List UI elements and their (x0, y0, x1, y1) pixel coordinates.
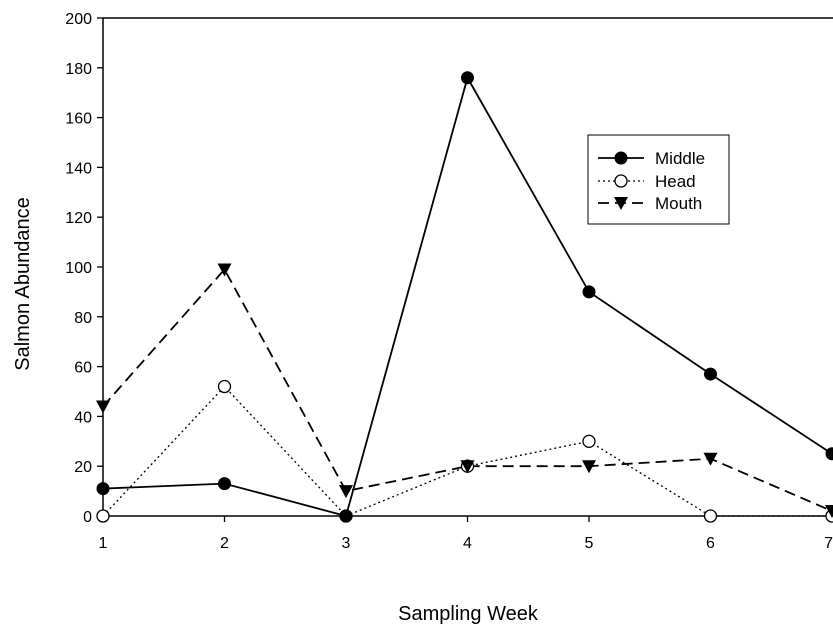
legend: Middle Head Mouth (587, 134, 730, 225)
x-tick-label: 7 (824, 535, 833, 552)
y-tick-label: 80 (74, 310, 92, 327)
y-tick-label: 120 (65, 210, 92, 227)
series-line-mouth (102, 267, 833, 512)
x-tick-label: 4 (463, 535, 472, 552)
series-line-head (102, 385, 832, 517)
y-tick-label: 40 (74, 409, 92, 426)
data-point-head (582, 434, 596, 448)
data-point-head (217, 379, 232, 394)
data-point-mouth (96, 400, 110, 414)
legend-marker-head (614, 174, 628, 188)
legend-label-head: Head (655, 172, 696, 191)
data-point-mouth (217, 263, 232, 277)
data-point-head (703, 509, 718, 523)
axes (102, 17, 833, 517)
axis-ticks: 0 20 40 60 80 100 120 140 160 180 200 1 2 3 4 5 6 7 (65, 11, 833, 552)
y-tick-label: 100 (65, 260, 92, 277)
data-point-middle (461, 71, 474, 85)
data-point-middle (582, 285, 596, 299)
x-tick-label: 6 (706, 535, 715, 552)
x-tick-label: 2 (220, 535, 229, 552)
data-point-mouth (339, 485, 353, 499)
legend-marker-mouth (614, 197, 628, 210)
x-axis-title: Sampling Week (398, 603, 539, 625)
y-axis-title: Salmon Abundance (12, 197, 34, 370)
x-tick-label: 3 (342, 535, 351, 552)
data-point-mouth (825, 505, 833, 519)
data-point-mouth (460, 460, 475, 474)
data-point-middle (339, 509, 353, 523)
y-tick-label: 20 (74, 459, 92, 476)
y-tick-label: 160 (65, 111, 92, 128)
data-point-middle (96, 482, 110, 496)
data-point-mouth (582, 460, 596, 474)
x-tick-label: 1 (99, 535, 108, 552)
data-point-middle (825, 447, 833, 461)
legend-label-middle: Middle (655, 149, 705, 168)
data-point-middle (704, 367, 717, 381)
y-tick-label: 0 (83, 509, 92, 526)
y-tick-label: 200 (65, 11, 92, 28)
x-tick-label: 5 (585, 535, 594, 552)
series-group (96, 71, 833, 523)
y-tick-label: 180 (65, 61, 92, 78)
y-tick-label: 140 (65, 160, 92, 177)
y-tick-label: 60 (74, 360, 92, 377)
data-point-mouth (703, 452, 718, 466)
legend-label-mouth: Mouth (655, 194, 702, 213)
legend-box (587, 134, 730, 225)
data-point-head (96, 509, 110, 523)
data-point-middle (218, 477, 231, 491)
legend-marker-middle (614, 151, 628, 165)
